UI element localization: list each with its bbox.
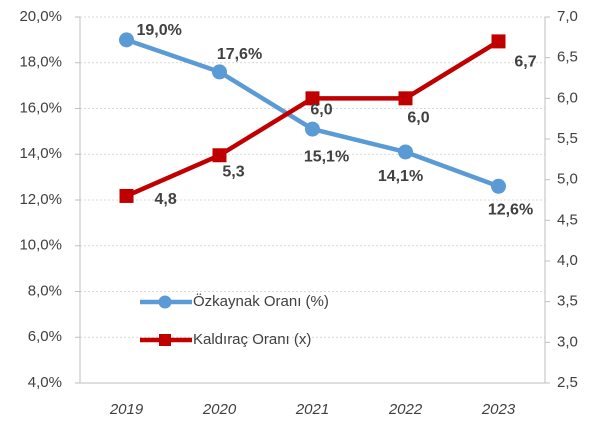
- y-tick-label: 12,0%: [19, 191, 62, 208]
- y2-tick-label: 4,0: [557, 252, 578, 269]
- y-tick-label: 8,0%: [28, 282, 62, 299]
- legend-label: Özkaynak Oranı (%): [193, 292, 329, 310]
- y2-tick-label: 2,5: [557, 374, 578, 391]
- marker: [212, 148, 227, 163]
- marker: [119, 188, 134, 203]
- legend-marker: [159, 334, 171, 346]
- marker: [491, 34, 506, 49]
- marker: [119, 32, 134, 48]
- y-tick-label: 18,0%: [19, 54, 62, 71]
- line: [125, 39, 500, 198]
- data-label: 6,7: [514, 54, 536, 71]
- y2-tick-label: 4,5: [557, 211, 578, 228]
- x-tick-label: 2021: [295, 401, 329, 418]
- marker: [491, 178, 506, 194]
- marker: [212, 64, 227, 80]
- marker: [305, 91, 320, 106]
- data-label: 5,3: [222, 163, 244, 180]
- y2-tick-label: 6,0: [557, 89, 578, 106]
- marker: [305, 121, 320, 137]
- x-tick-label: 2019: [109, 401, 144, 418]
- x-tick-label: 2023: [481, 401, 516, 418]
- marker: [398, 91, 413, 106]
- marker: [398, 144, 413, 160]
- legend-label: Kaldıraç Oranı (x): [193, 331, 311, 348]
- y-tick-label: 10,0%: [19, 237, 62, 254]
- data-label: 12,6%: [488, 201, 533, 218]
- y2-tick-label: 5,5: [557, 130, 578, 147]
- y2-tick-label: 7,0: [557, 8, 578, 25]
- x-tick-label: 2020: [202, 401, 237, 418]
- data-label: 4,8: [155, 191, 177, 208]
- data-label: 6,0: [407, 110, 429, 127]
- legend-marker: [158, 295, 172, 309]
- y2-tick-label: 3,5: [557, 293, 578, 310]
- x-tick-label: 2022: [388, 401, 423, 418]
- data-label: 17,6%: [217, 46, 262, 63]
- data-label: 19,0%: [137, 22, 182, 39]
- y-tick-label: 6,0%: [28, 328, 62, 345]
- y2-tick-label: 6,5: [557, 49, 578, 66]
- y-tick-label: 16,0%: [19, 99, 62, 116]
- y2-tick-label: 5,0: [557, 171, 578, 188]
- data-label: 15,1%: [304, 148, 349, 165]
- y2-tick-label: 3,0: [557, 333, 578, 350]
- data-label: 14,1%: [378, 168, 423, 185]
- y-tick-label: 20,0%: [19, 8, 62, 25]
- y-tick-label: 4,0%: [28, 374, 62, 391]
- data-label: 6,0: [310, 102, 332, 119]
- y-tick-label: 14,0%: [19, 145, 62, 162]
